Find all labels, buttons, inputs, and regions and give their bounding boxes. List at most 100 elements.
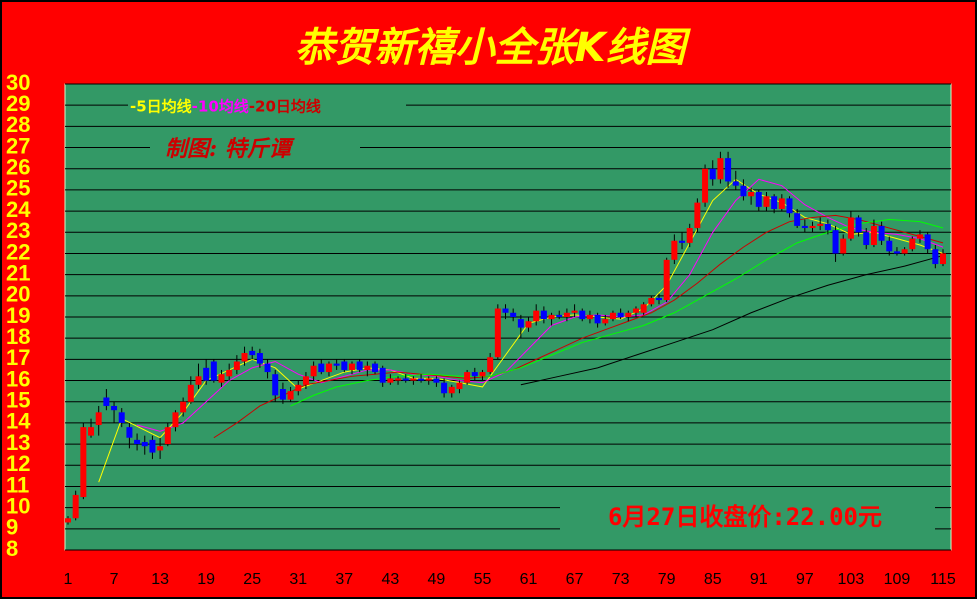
candle-body xyxy=(65,518,71,523)
candle-body xyxy=(364,365,371,370)
candle-body xyxy=(771,196,778,209)
x-tick-label: 13 xyxy=(151,571,169,588)
candle-body xyxy=(725,158,732,182)
candle-body xyxy=(341,361,348,370)
candle-body xyxy=(226,369,233,377)
candle-body xyxy=(410,378,417,381)
candle-body xyxy=(502,308,509,313)
candle-body xyxy=(901,249,908,254)
ma-line xyxy=(520,255,944,386)
candle-body xyxy=(279,389,286,400)
candle-body xyxy=(295,384,302,392)
candle-body xyxy=(448,386,455,394)
y-tick-label: 22 xyxy=(6,239,30,264)
candle-body xyxy=(318,363,325,373)
x-tick-label: 31 xyxy=(289,571,307,588)
candle-body xyxy=(141,441,148,447)
y-tick-label: 23 xyxy=(6,218,30,243)
y-tick-label: 19 xyxy=(6,303,30,328)
candle-body xyxy=(632,308,639,313)
candle-body xyxy=(464,372,471,383)
candle-body xyxy=(210,361,217,381)
candle-body xyxy=(548,314,555,320)
y-tick-label: 9 xyxy=(6,515,18,540)
candle-body xyxy=(671,240,678,260)
candle-body xyxy=(602,319,609,324)
legend-entry: -20日均线 xyxy=(249,98,321,116)
candle-body xyxy=(149,439,156,453)
y-tick-label: 21 xyxy=(6,260,30,285)
candle-body xyxy=(702,168,709,203)
y-tick-label: 26 xyxy=(6,155,30,180)
candle-body xyxy=(663,259,670,301)
candle-body xyxy=(348,363,355,370)
x-tick-label: 97 xyxy=(796,571,814,588)
y-tick-label: 24 xyxy=(6,197,31,222)
candle-body xyxy=(855,217,862,233)
candle-body xyxy=(164,427,171,445)
ma-line xyxy=(136,178,944,432)
candle-body xyxy=(594,314,601,324)
y-tick-label: 17 xyxy=(6,345,30,370)
candle-body xyxy=(325,363,332,373)
legend-entry: -5日均线 xyxy=(130,98,192,116)
candle-body xyxy=(870,225,877,245)
y-tick-label: 20 xyxy=(6,282,30,307)
candle-body xyxy=(940,253,946,265)
candle-body xyxy=(272,374,279,396)
candle-body xyxy=(379,367,386,383)
candle-body xyxy=(863,232,870,245)
y-tick-label: 18 xyxy=(6,324,30,349)
candle-body xyxy=(479,372,486,377)
legend-bg xyxy=(128,96,406,118)
candle-body xyxy=(72,494,79,519)
candle-body xyxy=(778,198,785,209)
candle-body xyxy=(893,251,900,254)
candle-body xyxy=(356,361,363,370)
candle-body xyxy=(510,312,517,317)
candle-body xyxy=(809,225,816,229)
x-tick-label: 37 xyxy=(335,571,353,588)
candle-body xyxy=(256,353,263,364)
candle-body xyxy=(517,319,524,328)
candle-body xyxy=(333,363,340,366)
candle-body xyxy=(916,234,923,239)
candle-body xyxy=(525,321,532,328)
candle-body xyxy=(471,372,478,377)
ma-line xyxy=(213,214,944,439)
candle-body xyxy=(180,401,187,413)
x-tick-label: 25 xyxy=(243,571,261,588)
candle-body xyxy=(625,312,632,317)
candle-body xyxy=(886,240,893,252)
candle-body xyxy=(740,185,747,197)
y-tick-label: 16 xyxy=(6,366,30,391)
candle-body xyxy=(95,412,102,426)
candle-body xyxy=(786,198,793,214)
candle-body xyxy=(579,310,586,320)
x-tick-label: 43 xyxy=(381,571,399,588)
candle-body xyxy=(817,223,824,226)
candle-body xyxy=(556,314,563,317)
candle-body xyxy=(241,353,248,362)
candle-body xyxy=(717,158,724,180)
legend-entry: -10均线 xyxy=(192,98,249,116)
candle-body xyxy=(824,223,831,231)
candle-body xyxy=(425,378,432,381)
x-tick-label: 91 xyxy=(750,571,768,588)
candle-body xyxy=(249,350,256,356)
y-tick-label: 28 xyxy=(6,112,30,137)
candle-body xyxy=(794,213,801,226)
x-tick-label: 85 xyxy=(704,571,722,588)
x-tick-label: 1 xyxy=(64,571,73,588)
x-tick-label: 67 xyxy=(566,571,584,588)
candle-body xyxy=(847,217,854,239)
candle-body xyxy=(487,357,494,373)
candle-body xyxy=(924,234,931,250)
x-tick-label: 49 xyxy=(428,571,446,588)
candle-body xyxy=(218,374,225,383)
candle-body xyxy=(563,312,570,317)
candle-body xyxy=(302,376,309,385)
candle-body xyxy=(456,382,463,390)
y-tick-label: 30 xyxy=(6,70,30,95)
